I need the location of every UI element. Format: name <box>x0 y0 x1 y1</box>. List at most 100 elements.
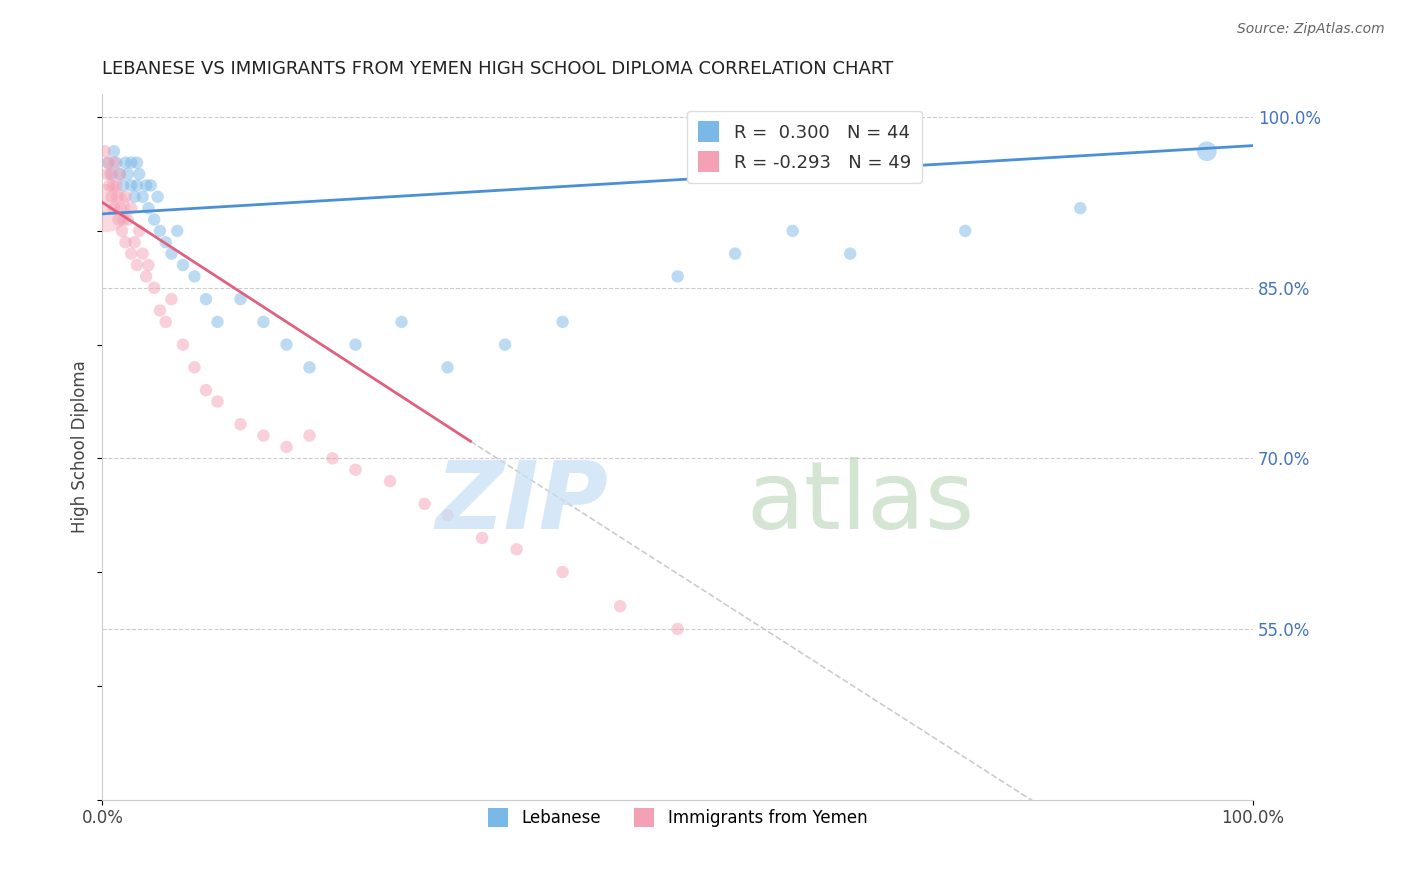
Point <box>155 235 177 250</box>
Point <box>131 190 153 204</box>
Point <box>124 190 146 204</box>
Point <box>120 155 142 169</box>
Point <box>955 224 977 238</box>
Point <box>100 167 122 181</box>
Point <box>98 178 121 193</box>
Point <box>103 145 125 159</box>
Point <box>146 190 169 204</box>
Point <box>276 440 298 454</box>
Text: LEBANESE VS IMMIGRANTS FROM YEMEN HIGH SCHOOL DIPLOMA CORRELATION CHART: LEBANESE VS IMMIGRANTS FROM YEMEN HIGH S… <box>103 60 894 78</box>
Point <box>160 292 183 306</box>
Point <box>105 155 128 169</box>
Point <box>172 337 194 351</box>
Text: Source: ZipAtlas.com: Source: ZipAtlas.com <box>1237 22 1385 37</box>
Point <box>155 315 177 329</box>
Point <box>97 155 120 169</box>
Point <box>413 497 436 511</box>
Point <box>321 451 343 466</box>
Point <box>229 292 252 306</box>
Point <box>378 474 401 488</box>
Point <box>1069 201 1091 215</box>
Point <box>172 258 194 272</box>
Point <box>139 178 162 193</box>
Point <box>138 201 160 215</box>
Point <box>94 201 117 215</box>
Point <box>194 292 217 306</box>
Point <box>229 417 252 432</box>
Point <box>194 383 217 397</box>
Point <box>107 212 129 227</box>
Point <box>391 315 413 329</box>
Point <box>166 224 188 238</box>
Point <box>551 315 574 329</box>
Point <box>128 167 150 181</box>
Point <box>120 201 142 215</box>
Point <box>120 178 142 193</box>
Point <box>298 428 321 442</box>
Text: atlas: atlas <box>747 458 974 549</box>
Text: ZIP: ZIP <box>436 458 609 549</box>
Point <box>128 224 150 238</box>
Point <box>124 235 146 250</box>
Point <box>101 178 124 193</box>
Point <box>120 246 142 260</box>
Point <box>143 212 166 227</box>
Point <box>724 246 747 260</box>
Point <box>114 190 136 204</box>
Point <box>207 394 229 409</box>
Point <box>436 360 458 375</box>
Point <box>143 281 166 295</box>
Point <box>112 212 135 227</box>
Point <box>666 269 689 284</box>
Point <box>183 269 205 284</box>
Point <box>149 224 172 238</box>
Point <box>108 167 131 181</box>
Point <box>97 155 120 169</box>
Point <box>93 145 115 159</box>
Point <box>131 246 153 260</box>
Point <box>100 190 122 204</box>
Point <box>125 178 148 193</box>
Point <box>105 190 128 204</box>
Point <box>160 246 183 260</box>
Point <box>276 337 298 351</box>
Point <box>183 360 205 375</box>
Point <box>551 565 574 579</box>
Point <box>298 360 321 375</box>
Point <box>125 258 148 272</box>
Point <box>117 167 139 181</box>
Point <box>114 235 136 250</box>
Point <box>108 167 131 181</box>
Point <box>252 315 274 329</box>
Point <box>839 246 862 260</box>
Point <box>138 258 160 272</box>
Y-axis label: High School Diploma: High School Diploma <box>72 360 89 533</box>
Point <box>344 337 367 351</box>
Point <box>149 303 172 318</box>
Point <box>111 224 134 238</box>
Point <box>105 178 128 193</box>
Point <box>471 531 494 545</box>
Point <box>96 167 118 181</box>
Point <box>103 201 125 215</box>
Point <box>782 224 804 238</box>
Point <box>125 155 148 169</box>
Point <box>344 463 367 477</box>
Point <box>135 269 157 284</box>
Point <box>112 178 135 193</box>
Point <box>114 155 136 169</box>
Point <box>505 542 527 557</box>
Point <box>609 599 631 614</box>
Point <box>436 508 458 523</box>
Point <box>110 201 132 215</box>
Point <box>103 155 125 169</box>
Point <box>100 167 122 181</box>
Point <box>117 212 139 227</box>
Legend: Lebanese, Immigrants from Yemen: Lebanese, Immigrants from Yemen <box>481 801 875 833</box>
Point <box>135 178 157 193</box>
Point <box>252 428 274 442</box>
Point <box>207 315 229 329</box>
Point <box>666 622 689 636</box>
Point <box>494 337 516 351</box>
Point <box>1195 145 1218 159</box>
